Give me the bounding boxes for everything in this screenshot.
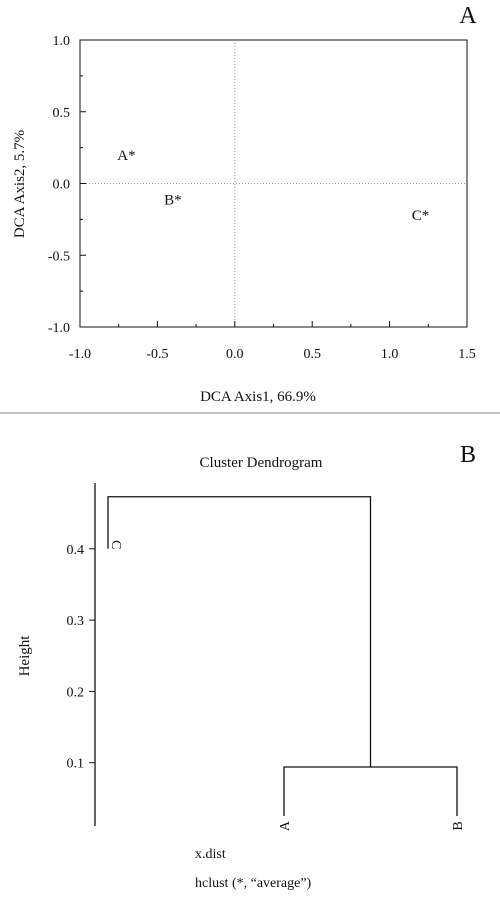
dca-reference-lines (80, 40, 467, 327)
dca-x-tick-label: -0.5 (146, 347, 168, 362)
dendrogram-tree (107, 496, 458, 816)
dca-x-tick-label: 1.5 (458, 347, 476, 362)
dca-y-axis-label: DCA Axis2, 5.7% (12, 130, 28, 238)
dendrogram-method-label: hclust (*, “average”) (195, 876, 312, 891)
dendrogram-y-axis-label: Height (17, 635, 33, 677)
dca-points: A* B* C* (117, 148, 429, 224)
dendrogram-y-tick-label: 0.4 (67, 543, 85, 558)
dca-plot-frame (79, 39, 468, 328)
dca-y-tick-label: 1.0 (53, 34, 71, 49)
dendrogram-panel: B Cluster Dendrogram 0.1 0.2 0.3 0.4 C A B He… (17, 442, 476, 891)
dca-point-label: C* (412, 208, 430, 224)
dendrogram-branch-a-b (283, 766, 458, 816)
panel-label-b: B (460, 442, 476, 468)
dendrogram-leaf-label: B (451, 821, 466, 830)
dendrogram-branch-c-ab (107, 496, 372, 767)
dca-y-tick-label: -1.0 (48, 321, 70, 336)
dendrogram-axis-ticks: 0.1 0.2 0.3 0.4 (67, 543, 95, 772)
dca-x-tick-label: 0.0 (226, 347, 244, 362)
dca-point-label: A* (117, 148, 135, 164)
dca-point-label: B* (164, 192, 182, 208)
panel-label-a: A (459, 3, 477, 29)
dendrogram-y-tick-label: 0.2 (67, 685, 85, 700)
dca-x-tick-label: 1.0 (381, 347, 399, 362)
dendrogram-leaf-label: C (108, 540, 123, 549)
dendrogram-y-tick-label: 0.3 (67, 614, 85, 629)
dca-x-tick-label: -1.0 (69, 347, 91, 362)
dendrogram-x-label: x.dist (195, 847, 226, 862)
dca-panel: A -1.0 -0.5 0.0 0.5 1.0 1.5-1.0-0.50.00.51.0 … (12, 3, 477, 405)
dendrogram-title: Cluster Dendrogram (200, 455, 323, 471)
dca-y-tick-label: -0.5 (48, 249, 70, 264)
dca-x-tick-label: 0.5 (303, 347, 321, 362)
dca-y-tick-label: 0.5 (53, 106, 71, 121)
dca-x-axis-label: DCA Axis1, 66.9% (200, 389, 316, 405)
dendrogram-leaves: C A B (108, 540, 466, 831)
dendrogram-leaf-label: A (278, 820, 293, 831)
dca-y-tick-label: 0.0 (53, 178, 71, 193)
dca-axis-ticks: -1.0 -0.5 0.0 0.5 1.0 1.5 -1.0 -0.5 0.0 0.5 1.0 (48, 34, 476, 362)
dendrogram-y-tick-label: 0.1 (67, 757, 85, 772)
